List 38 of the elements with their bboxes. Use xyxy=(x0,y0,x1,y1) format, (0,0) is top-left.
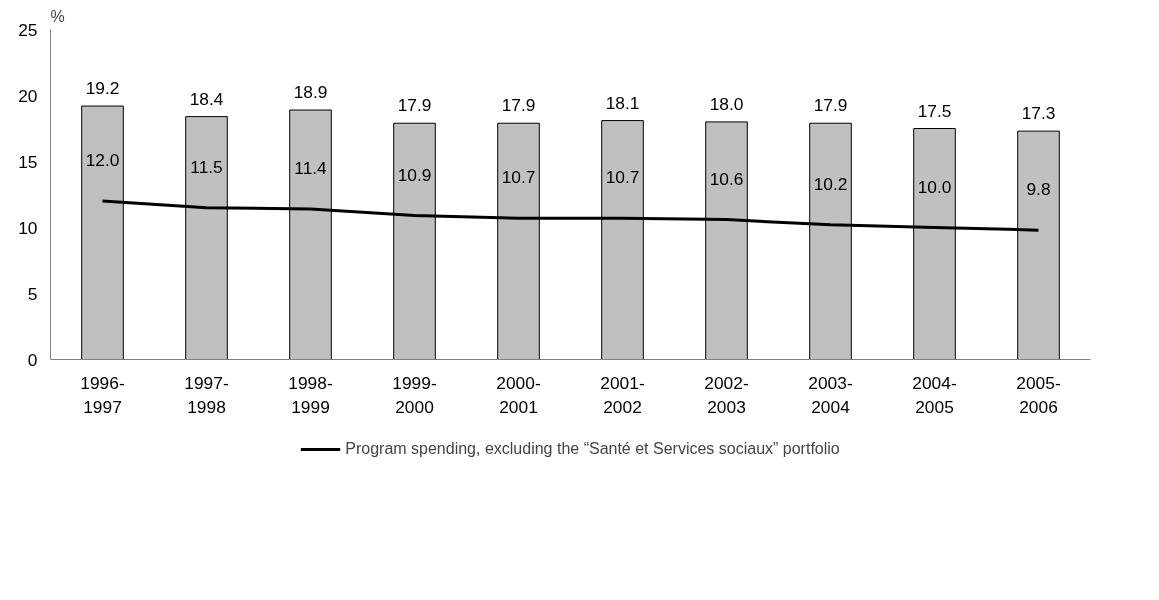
x-tick-label: 1999- 2000 xyxy=(392,372,437,417)
y-tick-label: 10 xyxy=(18,217,38,238)
data-label: 10.6 xyxy=(709,168,744,189)
y-tick-label: 20 xyxy=(18,85,38,106)
data-label: 10.0 xyxy=(917,176,952,197)
data-label: 10.7 xyxy=(605,167,640,188)
data-label: 18.4 xyxy=(189,88,224,109)
data-label: 17.5 xyxy=(917,100,952,121)
data-label: 10.7 xyxy=(501,167,536,188)
data-label: 11.5 xyxy=(190,156,223,177)
x-tick-label: 1996- 1997 xyxy=(80,372,125,417)
data-label: 17.9 xyxy=(501,95,536,116)
data-label: 18.1 xyxy=(605,92,640,113)
data-label: 11.4 xyxy=(294,158,328,179)
x-tick-label: 2003- 2004 xyxy=(808,372,853,417)
y-axis-title: % xyxy=(50,7,65,25)
x-tick-label: 2004- 2005 xyxy=(912,372,957,417)
data-label: 10.9 xyxy=(397,164,432,185)
y-tick-label: 0 xyxy=(27,349,38,370)
x-tick-label: 1998- 1999 xyxy=(288,372,333,417)
y-tick-label: 15 xyxy=(18,151,38,172)
x-tick-label: 2002- 2003 xyxy=(704,372,749,417)
data-label: 12.0 xyxy=(85,150,120,171)
y-tick-label: 5 xyxy=(27,283,38,304)
legend-label: Program spending, excluding the “Santé et Services sociaux” portfolio xyxy=(345,440,840,458)
data-label: 10.2 xyxy=(813,173,848,194)
x-tick-label: 1997- 1998 xyxy=(184,372,229,417)
data-label: 17.9 xyxy=(397,95,432,116)
x-tick-label: 2000- 2001 xyxy=(496,372,541,417)
x-tick-label: 2001- 2002 xyxy=(600,372,645,417)
data-label: 18.0 xyxy=(709,93,744,114)
x-tick-label: 2005- 2006 xyxy=(1016,372,1061,417)
y-tick-label: 25 xyxy=(18,19,38,40)
data-label: 9.8 xyxy=(1026,179,1051,200)
data-label: 17.3 xyxy=(1021,103,1056,124)
data-label: 19.2 xyxy=(85,78,120,99)
data-label: 17.9 xyxy=(813,95,848,116)
data-label: 18.9 xyxy=(293,82,328,103)
